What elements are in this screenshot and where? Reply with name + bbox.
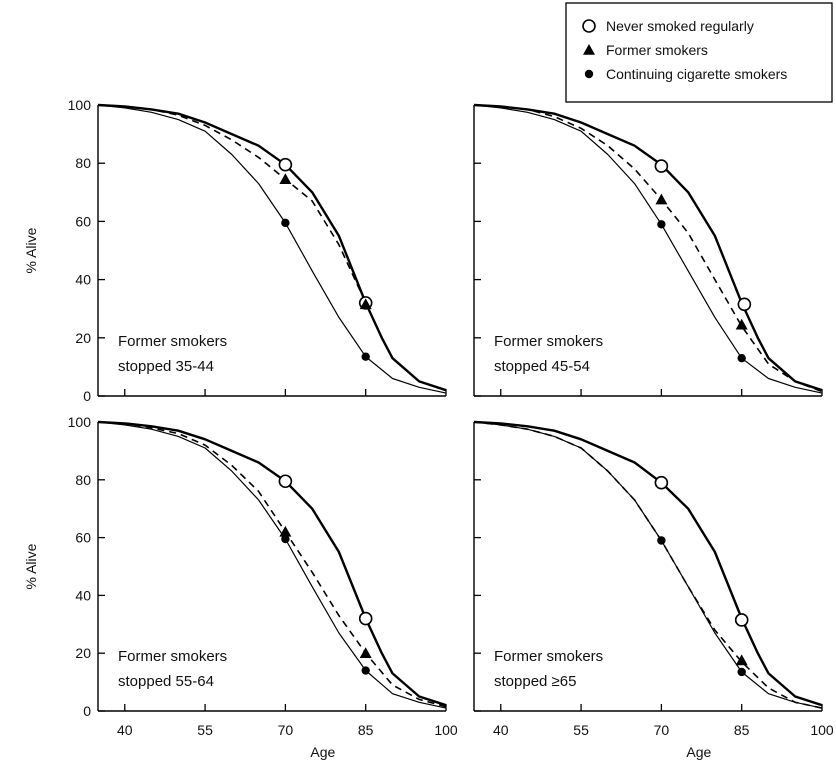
panel-label-line1: Former smokers [118, 648, 227, 665]
series-continuing-line [97, 104, 447, 394]
y-tick-label: 60 [75, 213, 91, 229]
y-tick-label: 100 [68, 414, 92, 430]
y-axis-title: % Alive [23, 543, 39, 589]
panel-4: 40 55 70 85 100 Age Former smokers stopped ≥65 [473, 420, 834, 760]
y-axis-title: % Alive [23, 227, 39, 273]
series-continuing-line [97, 421, 447, 709]
y-tick-label: 40 [75, 587, 91, 603]
x-axis-title: Age [310, 744, 335, 760]
marker-continuing [737, 667, 746, 677]
legend-label-3: Continuing cigarette smokers [606, 66, 787, 82]
y-tick-label: 60 [75, 530, 91, 546]
x-tick-label: 70 [654, 722, 670, 738]
marker-never [737, 297, 752, 312]
marker-former [359, 647, 372, 658]
y-tick-label: 0 [83, 703, 91, 719]
series-continuing-line [473, 104, 823, 394]
x-tick-label: 70 [278, 722, 294, 738]
marker-former [279, 525, 292, 537]
legend-marker-1 [582, 19, 596, 33]
panel-label-line2: stopped 45-54 [494, 358, 590, 375]
x-tick-label: 100 [434, 722, 458, 738]
panel-2: Former smokers stopped 45-54 [473, 103, 823, 397]
panel-label-line1: Former smokers [494, 648, 603, 665]
series-former-line [97, 421, 447, 708]
x-tick-label: 100 [810, 722, 834, 738]
y-tick-label: 0 [83, 388, 91, 404]
legend: Never smoked regularly Former smokers Cont… [565, 2, 833, 103]
panel-label-line1: Former smokers [118, 333, 227, 350]
x-axis-title: Age [686, 744, 711, 760]
y-tick-label: 80 [75, 472, 91, 488]
panel-label-line2: stopped ≥65 [494, 673, 576, 690]
x-tick-label: 55 [573, 722, 589, 738]
legend-label-2: Former smokers [606, 42, 708, 58]
series-continuing-line [473, 421, 823, 709]
marker-continuing [737, 353, 746, 363]
marker-never [654, 159, 669, 173]
panel-label-line1: Former smokers [494, 333, 603, 350]
legend-marker-3 [584, 69, 594, 79]
panel-label-line2: stopped 35-44 [118, 358, 214, 375]
series-former-line [473, 104, 823, 393]
marker-continuing [361, 666, 370, 675]
panel-label-line2: stopped 55-64 [118, 673, 214, 690]
marker-former [279, 173, 292, 185]
y-tick-label: 80 [75, 155, 91, 171]
marker-continuing [281, 218, 290, 228]
panel-3: 0 20 40 60 80 100 40 55 70 85 100 % Alive Age Former … [23, 414, 458, 760]
legend-label-1: Never smoked regularly [606, 18, 754, 34]
marker-former [735, 654, 748, 666]
panels: 0 20 40 60 80 100 % Alive Former smokers stopped… [23, 97, 834, 760]
x-tick-label: 40 [493, 722, 509, 738]
marker-continuing [657, 220, 666, 229]
marker-continuing [281, 534, 290, 544]
x-tick-label: 55 [197, 722, 213, 738]
marker-never [278, 157, 293, 172]
y-tick-label: 20 [75, 645, 91, 661]
legend-box [565, 2, 833, 103]
marker-continuing [657, 536, 666, 545]
x-tick-label: 85 [358, 722, 374, 738]
series-former-line [473, 421, 823, 709]
marker-former [359, 298, 372, 310]
marker-never [278, 474, 293, 489]
marker-never [358, 611, 373, 626]
marker-former [655, 193, 668, 205]
panel-1: 0 20 40 60 80 100 % Alive Former smokers stopped… [23, 97, 447, 404]
marker-continuing [361, 352, 370, 361]
marker-former [735, 318, 748, 330]
x-tick-label: 40 [117, 722, 133, 738]
y-tick-label: 20 [75, 330, 91, 346]
y-tick-label: 100 [68, 97, 92, 113]
x-tick-label: 85 [734, 722, 750, 738]
legend-marker-2 [583, 44, 595, 55]
marker-never [654, 475, 669, 490]
y-tick-label: 40 [75, 272, 91, 288]
marker-never [734, 613, 749, 627]
